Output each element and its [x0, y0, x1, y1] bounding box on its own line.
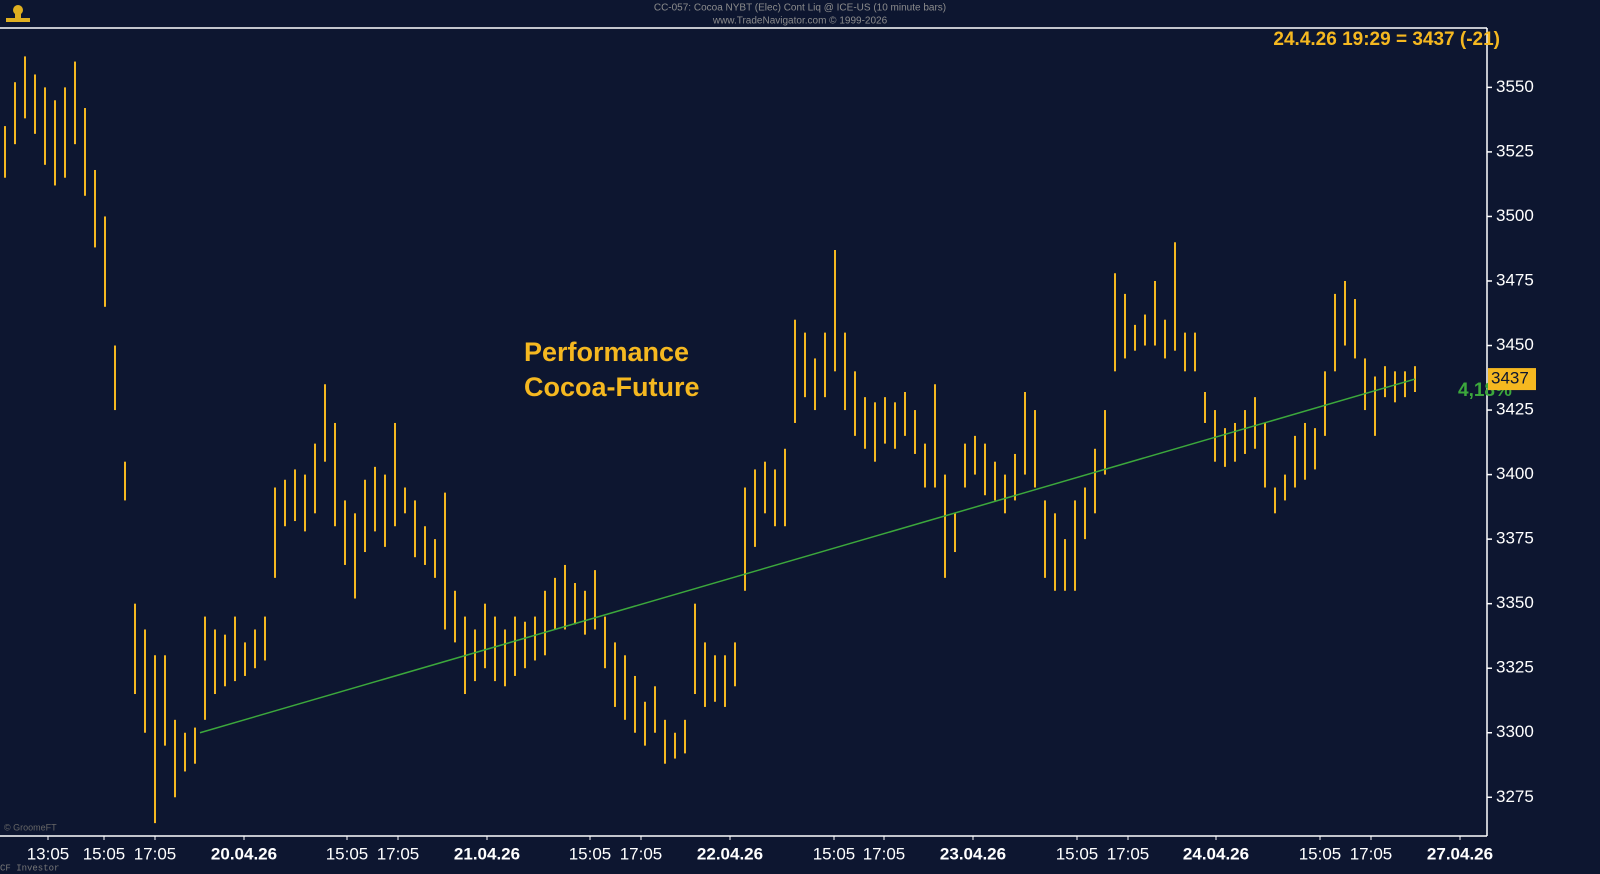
y-tick-label: 3350: [1496, 593, 1534, 612]
x-tick-label: 15:05: [813, 844, 856, 863]
x-tick-label: 15:05: [83, 844, 126, 863]
x-tick-label: 20.04.26: [211, 844, 277, 863]
x-tick-label: 17:05: [377, 844, 420, 863]
y-tick-label: 3450: [1496, 335, 1534, 354]
quote: 24.4.26 19:29 = 3437 (-21): [1273, 29, 1500, 50]
y-tick-label: 3550: [1496, 77, 1534, 96]
x-tick-label: 22.04.26: [697, 844, 763, 863]
x-tick-label: 23.04.26: [940, 844, 1006, 863]
annotation: Performance: [524, 337, 689, 367]
last-price-label: 3437: [1491, 369, 1529, 388]
y-tick-label: 3275: [1496, 787, 1534, 806]
y-tick-label: 3325: [1496, 658, 1534, 677]
x-tick-label: 21.04.26: [454, 844, 520, 863]
logo: [6, 5, 30, 22]
watermark: © GroomeFT: [4, 822, 57, 832]
y-tick-label: 3425: [1496, 400, 1534, 419]
x-tick-label: 15:05: [326, 844, 369, 863]
x-tick-label: 17:05: [863, 844, 906, 863]
x-tick-label: 17:05: [134, 844, 177, 863]
chart-title: CC-057: Cocoa NYBT (Elec) Cont Liq @ ICE…: [654, 3, 946, 14]
y-tick-label: 3525: [1496, 141, 1534, 160]
x-tick-label: 15:05: [1056, 844, 1099, 863]
x-tick-label: 13:05: [27, 844, 70, 863]
y-tick-label: 3300: [1496, 722, 1534, 741]
y-tick-label: 3500: [1496, 206, 1534, 225]
x-tick-label: 17:05: [1107, 844, 1150, 863]
chart-subtitle: www.TradeNavigator.com © 1999-2026: [712, 16, 888, 27]
last-price-box: [1488, 368, 1536, 391]
trend-line: [199, 378, 1416, 734]
y-tick-label: 3475: [1496, 270, 1534, 289]
x-tick-label: 15:05: [1299, 844, 1342, 863]
y-tick-label: 3375: [1496, 529, 1534, 548]
x-tick-label: 15:05: [569, 844, 612, 863]
x-tick-label: 27.04.26: [1427, 844, 1493, 863]
x-tick-label: 17:05: [620, 844, 663, 863]
y-tick-label: 3400: [1496, 464, 1534, 483]
x-tick-label: 24.04.26: [1183, 844, 1249, 863]
annotation: Cocoa-Future: [524, 372, 700, 402]
footer: CF Investor: [0, 863, 59, 873]
x-tick-label: 17:05: [1350, 844, 1393, 863]
